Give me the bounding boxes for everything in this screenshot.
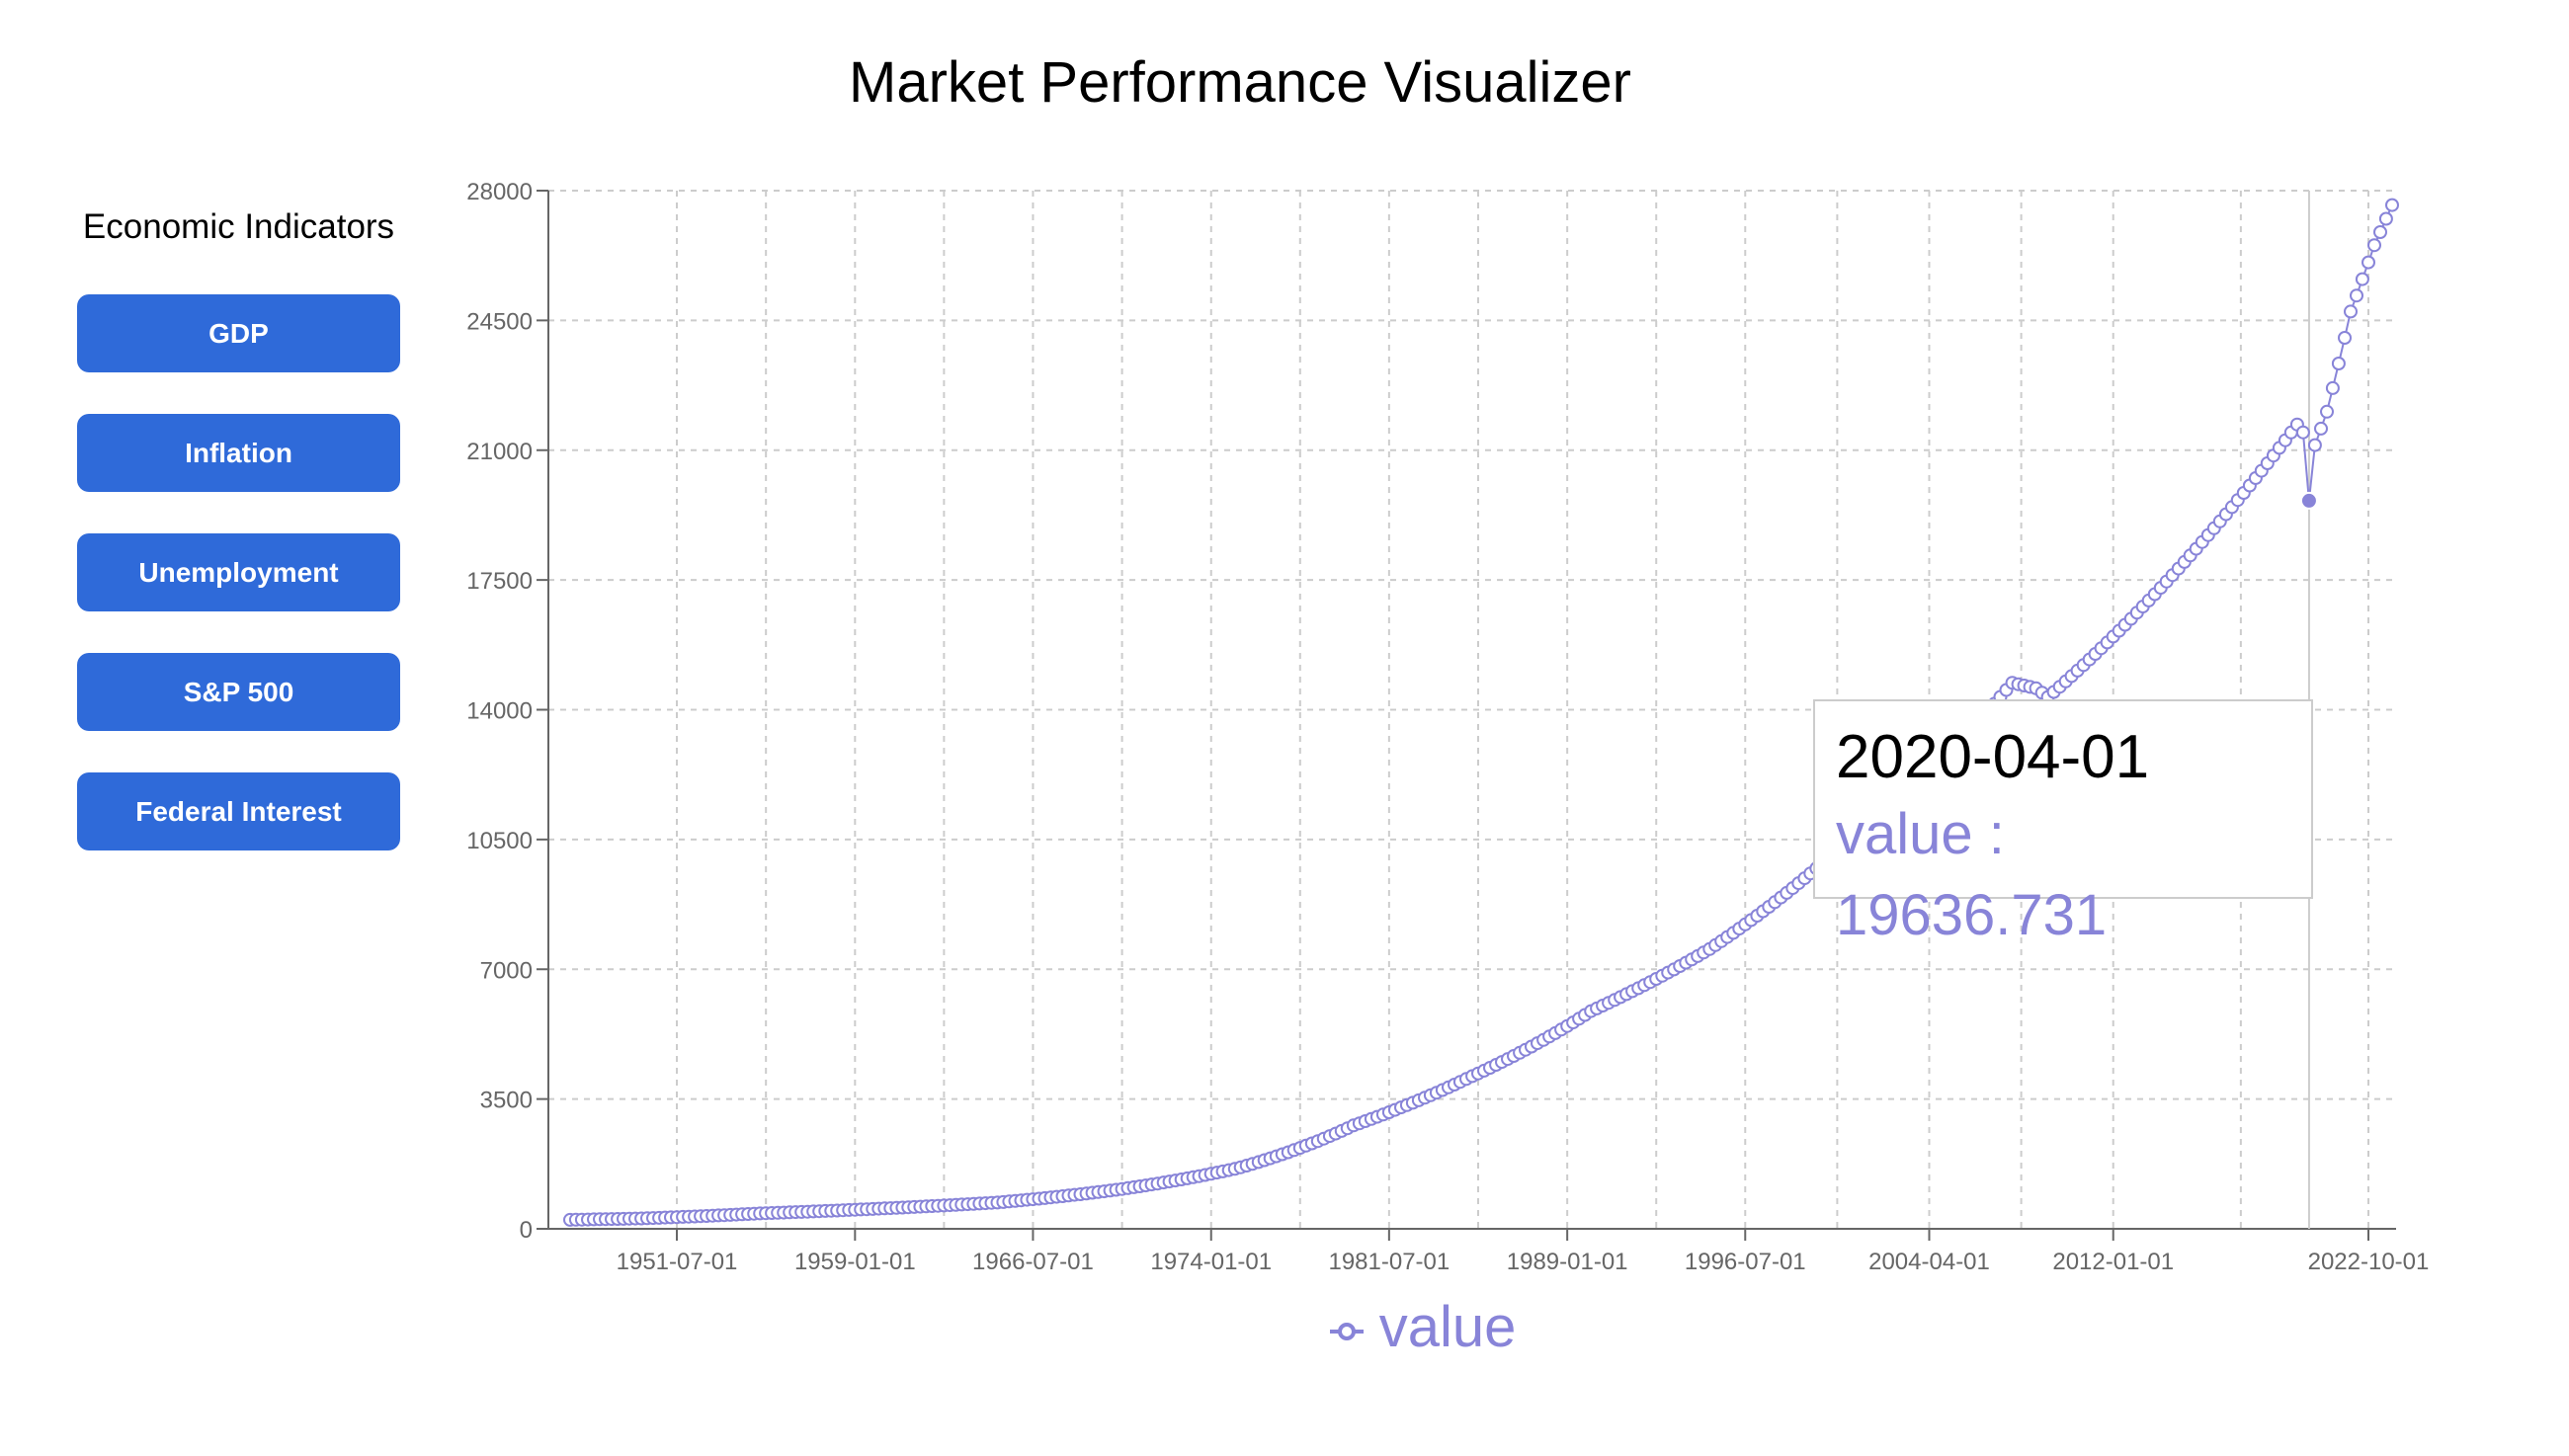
data-point[interactable]	[2344, 304, 2358, 319]
y-tick-label: 28000	[466, 179, 533, 205]
active-data-point[interactable]	[2299, 491, 2318, 510]
x-tick-label: 1951-07-01	[617, 1249, 738, 1275]
y-tick-label: 21000	[466, 439, 533, 465]
legend-label: value	[1378, 1295, 1517, 1359]
data-point[interactable]	[2373, 225, 2387, 239]
data-point[interactable]	[2295, 425, 2310, 440]
x-tick-label: 2012-01-01	[2052, 1249, 2174, 1275]
federal-interest-button[interactable]: Federal Interest	[77, 772, 400, 850]
x-tick-label: 1959-01-01	[794, 1249, 916, 1275]
y-tick-label: 10500	[466, 828, 533, 854]
x-tick-label: 1981-07-01	[1328, 1249, 1450, 1275]
inflation-button[interactable]: Inflation	[77, 414, 400, 492]
sp500-button[interactable]: S&P 500	[77, 653, 400, 731]
sidebar-heading: Economic Indicators	[82, 207, 395, 246]
y-tick-label: 3500	[480, 1088, 533, 1114]
data-point[interactable]	[2378, 211, 2393, 226]
data-point[interactable]	[2331, 357, 2346, 370]
x-tick-label: 1989-01-01	[1507, 1249, 1628, 1275]
unemployment-button[interactable]: Unemployment	[77, 533, 400, 611]
y-tick-label: 0	[520, 1217, 533, 1244]
data-point[interactable]	[2325, 380, 2340, 395]
x-tick-label: 1974-01-01	[1150, 1249, 1272, 1275]
y-tick-label: 14000	[466, 698, 533, 725]
chart-legend[interactable]: value	[0, 1294, 2569, 1360]
data-point[interactable]	[2367, 238, 2381, 253]
data-point[interactable]	[2385, 198, 2399, 212]
x-tick-label: 2022-10-01	[2308, 1249, 2430, 1275]
tooltip-date: 2020-04-01	[1836, 723, 2150, 791]
chart-tooltip: 2020-04-01 value : 19636.731	[1813, 699, 2313, 947]
sidebar: Economic Indicators GDP Inflation Unempl…	[77, 207, 400, 892]
data-point[interactable]	[2350, 288, 2363, 303]
data-point[interactable]	[2338, 331, 2352, 345]
data-point[interactable]	[2355, 272, 2369, 286]
legend-line-icon	[1329, 1322, 1364, 1340]
data-point[interactable]	[2362, 255, 2375, 270]
y-tick-label: 7000	[480, 957, 533, 984]
data-point[interactable]	[2307, 438, 2322, 452]
x-tick-label: 1996-07-01	[1685, 1249, 1806, 1275]
x-tick-label: 1966-07-01	[972, 1249, 1094, 1275]
gdp-button[interactable]: GDP	[77, 294, 400, 372]
y-tick-label: 17500	[466, 568, 533, 595]
y-tick-label: 24500	[466, 308, 533, 335]
data-point[interactable]	[2314, 421, 2328, 436]
data-point[interactable]	[2320, 404, 2334, 419]
tooltip-value: value : 19636.731	[1836, 802, 2108, 947]
page-title: Market Performance Visualizer	[849, 50, 1631, 115]
x-tick-label: 2004-04-01	[1868, 1249, 1990, 1275]
